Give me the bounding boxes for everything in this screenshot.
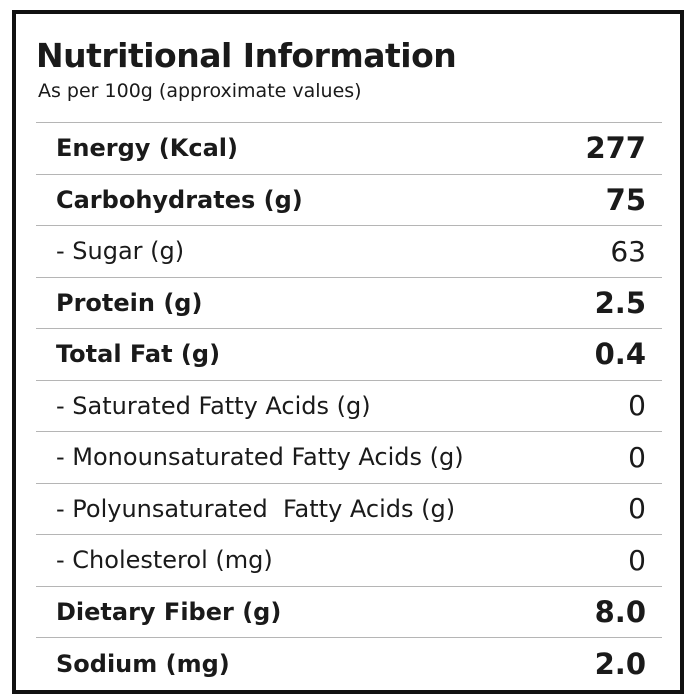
nutrient-row: - Saturated Fatty Acids (g) 0 bbox=[36, 380, 662, 432]
nutrient-value: 0 bbox=[628, 543, 646, 577]
nutrient-name: - Polyunsaturated Fatty Acids (g) bbox=[56, 494, 456, 523]
nutrition-table: Energy (Kcal) 277 Carbohydrates (g) 75 - Sug… bbox=[36, 122, 662, 689]
nutrient-value: 63 bbox=[610, 234, 646, 268]
title: Nutritional Information bbox=[36, 36, 457, 75]
nutrient-name: Protein (g) bbox=[56, 288, 203, 317]
nutrient-value: 2.0 bbox=[594, 646, 646, 681]
nutrient-name: Sodium (mg) bbox=[56, 649, 230, 678]
nutrient-name: - Saturated Fatty Acids (g) bbox=[56, 391, 371, 420]
nutrient-name: Dietary Fiber (g) bbox=[56, 597, 282, 626]
nutrient-row: Total Fat (g) 0.4 bbox=[36, 328, 662, 381]
nutrient-row: Protein (g) 2.5 bbox=[36, 277, 662, 329]
label-frame: Nutritional Information As per 100g (app… bbox=[12, 10, 684, 694]
nutrient-value: 8.0 bbox=[594, 594, 646, 629]
nutrient-value: 0.4 bbox=[594, 337, 646, 372]
nutrient-row: Sodium (mg) 2.0 bbox=[36, 637, 662, 690]
nutrient-value: 75 bbox=[605, 182, 646, 217]
nutrient-row: - Cholesterol (mg) 0 bbox=[36, 534, 662, 587]
nutrient-value: 0 bbox=[628, 389, 646, 423]
nutrient-value: 2.5 bbox=[594, 285, 646, 320]
nutrient-row: Dietary Fiber (g) 8.0 bbox=[36, 586, 662, 638]
nutrient-row: Energy (Kcal) 277 bbox=[36, 122, 662, 175]
nutrient-row: - Sugar (g) 63 bbox=[36, 225, 662, 278]
nutrient-name: Carbohydrates (g) bbox=[56, 185, 303, 214]
subtitle: As per 100g (approximate values) bbox=[38, 80, 362, 102]
nutrient-name: Total Fat (g) bbox=[56, 340, 221, 369]
nutrient-value: 0 bbox=[628, 492, 646, 526]
nutrient-value: 277 bbox=[585, 131, 646, 166]
nutrient-row: - Monounsaturated Fatty Acids (g) 0 bbox=[36, 431, 662, 484]
nutrient-value: 0 bbox=[628, 440, 646, 474]
nutrient-row: - Polyunsaturated Fatty Acids (g) 0 bbox=[36, 483, 662, 535]
nutrient-name: - Cholesterol (mg) bbox=[56, 546, 273, 575]
nutrient-name: Energy (Kcal) bbox=[56, 134, 238, 163]
nutrient-name: - Monounsaturated Fatty Acids (g) bbox=[56, 443, 464, 472]
nutrient-row: Carbohydrates (g) 75 bbox=[36, 174, 662, 226]
nutrient-name: - Sugar (g) bbox=[56, 237, 185, 266]
